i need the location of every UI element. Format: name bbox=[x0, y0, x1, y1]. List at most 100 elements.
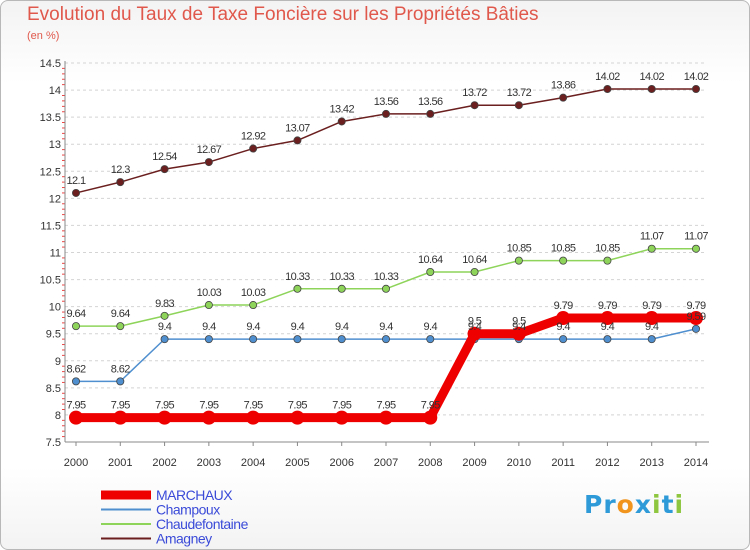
data-label: 7.95 bbox=[421, 400, 440, 412]
chart-title: Evolution du Taux de Taxe Foncière sur l… bbox=[27, 4, 539, 25]
x-tick-label: 2011 bbox=[551, 457, 575, 469]
data-point bbox=[379, 410, 393, 425]
data-label: 7.95 bbox=[155, 400, 174, 412]
data-point bbox=[337, 284, 346, 293]
x-tick-label: 2006 bbox=[329, 457, 353, 469]
data-label: 10.85 bbox=[507, 243, 532, 255]
data-point bbox=[470, 101, 479, 110]
data-label: 11.07 bbox=[684, 231, 708, 243]
x-tick-label: 2000 bbox=[64, 457, 88, 469]
data-label: 9.4 bbox=[468, 321, 482, 333]
data-label: 9.4 bbox=[202, 321, 216, 333]
x-tick-label: 2003 bbox=[197, 457, 221, 469]
data-point bbox=[72, 188, 81, 197]
data-point bbox=[692, 324, 701, 333]
data-point bbox=[204, 335, 213, 344]
logo-letter: o bbox=[616, 490, 635, 519]
logo-letter: i bbox=[652, 490, 662, 519]
x-tick-label: 2007 bbox=[374, 457, 398, 469]
logo-letter: r bbox=[603, 490, 617, 519]
y-tick-label: 11 bbox=[50, 248, 61, 260]
data-label: 12.3 bbox=[111, 164, 130, 176]
x-tick-label: 2008 bbox=[418, 457, 442, 469]
data-label: 11.07 bbox=[640, 231, 664, 243]
x-tick-label: 2013 bbox=[639, 457, 663, 469]
data-label: 9.59 bbox=[686, 311, 705, 323]
data-point bbox=[160, 335, 169, 344]
y-tick-label: 13 bbox=[49, 139, 61, 151]
data-point bbox=[381, 335, 390, 344]
data-point bbox=[293, 284, 302, 293]
data-point bbox=[337, 335, 346, 344]
data-point bbox=[559, 335, 568, 344]
data-point bbox=[381, 109, 390, 118]
data-point bbox=[160, 311, 169, 320]
data-label: 14.02 bbox=[595, 71, 620, 83]
data-point bbox=[201, 410, 216, 425]
data-point bbox=[603, 256, 612, 265]
chart-subtitle: (en %) bbox=[27, 30, 60, 42]
data-label: 12.92 bbox=[241, 131, 266, 143]
y-tick-label: 14 bbox=[49, 85, 61, 97]
data-point bbox=[603, 84, 612, 93]
y-tick-label: 7.5 bbox=[46, 437, 61, 449]
data-point bbox=[69, 410, 83, 425]
data-point bbox=[647, 84, 656, 93]
data-point bbox=[293, 335, 302, 344]
data-point bbox=[293, 136, 302, 145]
data-label: 9.79 bbox=[598, 300, 617, 312]
data-label: 10.85 bbox=[595, 243, 620, 255]
legend-label: Amagney bbox=[156, 531, 212, 547]
data-point bbox=[423, 410, 438, 425]
data-point bbox=[647, 335, 656, 344]
x-tick-label: 2014 bbox=[684, 457, 708, 469]
data-label: 10.64 bbox=[462, 254, 487, 266]
data-point bbox=[426, 109, 435, 118]
data-point bbox=[426, 335, 435, 344]
y-tick-label: 11.5 bbox=[40, 220, 61, 232]
data-label: 7.95 bbox=[376, 400, 395, 412]
data-point bbox=[204, 158, 213, 167]
data-point bbox=[249, 335, 258, 344]
data-point bbox=[116, 178, 125, 187]
data-point bbox=[467, 326, 482, 341]
data-point bbox=[334, 410, 349, 425]
x-tick-label: 2001 bbox=[108, 457, 132, 469]
data-label: 9.83 bbox=[155, 298, 174, 310]
data-label: 10.33 bbox=[329, 271, 354, 283]
data-label: 7.95 bbox=[244, 400, 263, 412]
data-label: 13.86 bbox=[551, 80, 576, 92]
y-tick-label: 8 bbox=[55, 410, 61, 422]
data-label: 7.95 bbox=[288, 400, 307, 412]
data-label: 9.4 bbox=[335, 321, 349, 333]
y-tick-label: 10.5 bbox=[40, 275, 61, 287]
data-label: 13.42 bbox=[329, 103, 354, 115]
data-point bbox=[116, 322, 125, 331]
data-point bbox=[160, 165, 169, 174]
x-tick-label: 2010 bbox=[507, 457, 531, 469]
x-tick-label: 2002 bbox=[152, 457, 176, 469]
data-point bbox=[692, 84, 701, 93]
data-label: 9.64 bbox=[66, 308, 85, 320]
data-point bbox=[204, 301, 213, 310]
y-tick-label: 9 bbox=[55, 356, 61, 368]
data-point bbox=[603, 335, 612, 344]
data-label: 9.4 bbox=[645, 321, 659, 333]
data-label: 12.54 bbox=[152, 151, 177, 163]
data-label: 9.64 bbox=[111, 308, 130, 320]
data-label: 7.95 bbox=[332, 400, 351, 412]
data-point bbox=[600, 311, 615, 326]
data-point bbox=[246, 410, 261, 425]
data-label: 13.56 bbox=[418, 96, 443, 108]
y-tick-label: 12.5 bbox=[40, 166, 61, 178]
data-label: 13.56 bbox=[374, 96, 399, 108]
data-label: 9.4 bbox=[158, 321, 172, 333]
legend-label: Chaudefontaine bbox=[156, 516, 249, 532]
data-label: 9.4 bbox=[379, 321, 393, 333]
data-label: 9.79 bbox=[642, 300, 661, 312]
data-label: 7.95 bbox=[111, 400, 130, 412]
legend-label: MARCHAUX bbox=[156, 487, 233, 503]
logo-letter: P bbox=[584, 490, 604, 519]
data-label: 9.4 bbox=[601, 321, 615, 333]
